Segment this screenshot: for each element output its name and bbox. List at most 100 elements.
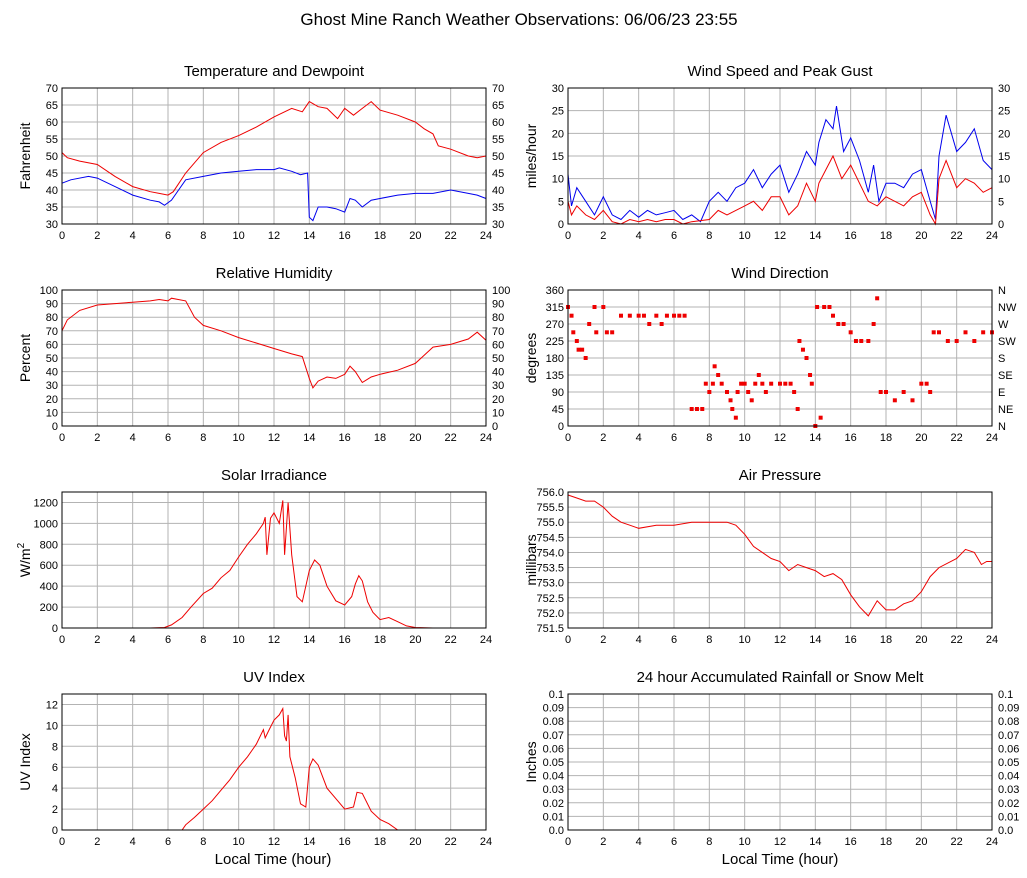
plot-frame	[567, 491, 993, 629]
y-tick-label: 70	[46, 83, 58, 95]
x-tick-label: 22	[951, 836, 963, 848]
data-point	[753, 381, 758, 386]
y-axis-label: UV Index	[17, 733, 33, 791]
x-tick-label: 12	[774, 836, 786, 848]
right-tick-label: 35	[492, 202, 504, 214]
x-tick-label: 24	[480, 230, 492, 242]
x-tick-label: 14	[303, 836, 315, 848]
x-tick-label: 18	[374, 432, 386, 444]
data-point	[700, 407, 705, 411]
data-point	[604, 330, 609, 335]
y-tick-label: 0	[52, 623, 58, 635]
x-tick-label: 10	[739, 836, 751, 848]
right-tick-label: 40	[492, 367, 504, 379]
x-tick-label: 4	[130, 230, 136, 242]
data-point	[574, 339, 579, 343]
y-tick-label: 0.02	[543, 798, 564, 810]
panel-rain: 24 hour Accumulated Rainfall or Snow Mel…	[523, 669, 1019, 848]
x-tick-label: 16	[339, 836, 351, 848]
x-tick-label: 2	[600, 836, 606, 848]
right-tick-label: NE	[998, 404, 1013, 416]
data-point	[756, 373, 761, 377]
x-tick-label: 18	[374, 230, 386, 242]
data-point	[809, 381, 814, 386]
right-tick-label: 0.06	[998, 743, 1019, 755]
y-tick-label: 1000	[34, 518, 58, 530]
data-point	[712, 364, 717, 369]
data-point	[654, 313, 659, 318]
x-tick-label: 14	[809, 836, 821, 848]
series-line-red	[61, 100, 487, 196]
data-point	[827, 305, 832, 309]
x-tick-label: 0	[59, 836, 65, 848]
y-axis-label: Percent	[17, 334, 33, 382]
right-tick-label: E	[998, 387, 1005, 399]
data-point	[884, 390, 888, 394]
data-point	[664, 313, 669, 318]
data-point	[569, 313, 574, 318]
data-point	[647, 322, 652, 326]
plot-frame	[567, 693, 993, 831]
x-tick-label: 6	[165, 432, 171, 444]
data-point	[682, 313, 687, 318]
y-tick-label: 8	[52, 741, 58, 753]
y-tick-label: 50	[46, 151, 58, 163]
x-tick-label: 16	[845, 634, 857, 646]
y-tick-label: 30	[46, 380, 58, 392]
y-axis-label: miles/hour	[523, 123, 539, 188]
x-tick-label: 2	[600, 432, 606, 444]
y-axis-label: Inches	[523, 741, 539, 782]
right-tick-label: 80	[492, 312, 504, 324]
data-point	[919, 381, 924, 386]
data-point	[580, 347, 585, 352]
data-point	[822, 305, 827, 309]
x-tick-label: 14	[303, 432, 315, 444]
y-tick-label: 50	[46, 353, 58, 365]
x-tick-label: 16	[845, 836, 857, 848]
x-tick-label: 6	[165, 634, 171, 646]
y-tick-label: 0.07	[543, 730, 564, 742]
y-tick-label: 25	[552, 106, 564, 118]
right-tick-label: 20	[492, 394, 504, 406]
right-tick-label: 0.05	[998, 757, 1019, 769]
right-tick-label: 70	[492, 326, 504, 338]
data-point	[841, 322, 846, 326]
data-point	[735, 390, 740, 394]
x-tick-label: 12	[268, 836, 280, 848]
x-tick-label: 12	[268, 432, 280, 444]
right-tick-label: 10	[998, 174, 1010, 186]
y-tick-label: 0	[52, 421, 58, 433]
y-tick-label: 40	[46, 367, 58, 379]
panel-title: Wind Direction	[731, 265, 829, 282]
x-tick-label: 20	[409, 432, 421, 444]
data-point	[601, 305, 606, 309]
y-tick-label: 0.04	[543, 771, 564, 783]
panel-title: Relative Humidity	[216, 265, 333, 282]
right-tick-label: 0	[998, 219, 1004, 231]
x-tick-label: 4	[636, 230, 642, 242]
y-tick-label: 135	[546, 370, 564, 382]
data-point	[594, 330, 599, 335]
y-tick-label: 10	[46, 407, 58, 419]
right-tick-label: S	[998, 353, 1005, 365]
y-tick-label: 0	[558, 219, 564, 231]
right-tick-label: 0.09	[998, 703, 1019, 715]
series-line-blue	[61, 167, 487, 222]
series-line-red	[567, 154, 993, 226]
data-point	[728, 398, 733, 403]
x-tick-label: 8	[706, 230, 712, 242]
right-tick-label: 10	[492, 407, 504, 419]
y-tick-label: 0.09	[543, 703, 564, 715]
x-tick-label: 6	[165, 836, 171, 848]
right-tick-label: 60	[492, 339, 504, 351]
x-tick-label: 2	[94, 836, 100, 848]
y-tick-label: 0.01	[543, 811, 564, 823]
y-tick-label: 30	[552, 83, 564, 95]
y-tick-label: 200	[40, 602, 58, 614]
data-point	[853, 339, 858, 343]
series-line-red	[61, 297, 487, 389]
x-tick-label: 20	[409, 634, 421, 646]
data-point	[963, 330, 968, 335]
